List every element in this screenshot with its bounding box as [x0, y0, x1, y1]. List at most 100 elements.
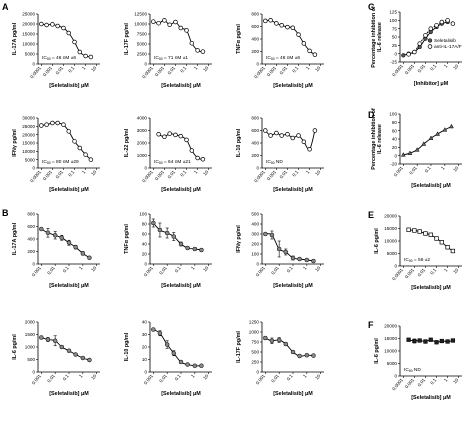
- chart-b1-series0-point: [39, 226, 44, 232]
- chart-b3-series0-point: [276, 246, 282, 252]
- chart-a6-xtick-label: 10: [314, 169, 321, 176]
- chart-a4-xtick-label: 0.001: [42, 169, 54, 181]
- chart-b1-xlabel: [Seletalisib] μM: [49, 283, 89, 289]
- chart-a1-ytick-label: 5000: [25, 52, 36, 57]
- chart-a6-ytick-label: 400: [251, 141, 259, 146]
- chart-b3-ytick-label: 200: [251, 242, 259, 247]
- chart-b2-ylabel: TNFα pg/ml: [124, 224, 130, 254]
- chart-b5-xtick-label: 0.1: [174, 373, 182, 381]
- chart-b5-xlabel: [Seletalisib] μM: [161, 391, 201, 397]
- chart-a5-series0-point: [184, 137, 189, 143]
- chart-b3-series0: [263, 230, 316, 264]
- chart-c-ytick-label: 50: [392, 35, 398, 40]
- chart-a1-series0-point: [88, 54, 94, 60]
- chart-a2-series0-point: [195, 48, 200, 53]
- chart-f-series0-point: [445, 339, 450, 344]
- chart-b4-ytick-label: 2000: [25, 320, 36, 325]
- chart-a6-ytick-label: 200: [251, 153, 259, 158]
- chart-b3-xtick-label: 0.1: [286, 265, 294, 273]
- chart-b4-ytick-label: 500: [27, 357, 35, 362]
- chart-b6-ytick-label: 1250: [249, 320, 260, 325]
- chart-f-xtick-label: 0.001: [404, 377, 416, 389]
- chart-b2-series0-point: [171, 234, 177, 239]
- chart-b4-ylabel: IL-6 pg/ml: [12, 334, 18, 360]
- chart-b4-series0-point: [59, 344, 65, 350]
- chart-a5-series0-point: [156, 132, 161, 137]
- chart-e-xtick-label: 0.0001: [391, 267, 404, 281]
- chart-b5-series0-point: [157, 331, 163, 336]
- chart-a3-ylabel: TNFα pg/ml: [236, 24, 242, 54]
- chart-c-ytick-label: 25: [392, 43, 398, 48]
- chart-e-series0-point: [428, 232, 433, 237]
- chart-a4-series0-point: [66, 129, 71, 134]
- chart-c-series1-point: [423, 33, 428, 38]
- chart-b1-ytick-label: 200: [27, 249, 35, 254]
- chart-a3-series0-point: [301, 41, 307, 46]
- chart-a3-ytick-label: 800: [251, 12, 259, 17]
- chart-b2-ytick-label: 20: [142, 252, 148, 257]
- chart-b2-series0-point: [199, 247, 204, 253]
- chart-f-xtick-label: 1: [443, 377, 449, 383]
- chart-b2-series0-line: [152, 222, 202, 251]
- chart-e-series0-point: [450, 248, 456, 254]
- chart-f-series0-point: [412, 338, 417, 344]
- chart-a2-ylabel: IL-17F pg/ml: [124, 23, 130, 55]
- panel-label-c: C: [368, 2, 375, 12]
- chart-c-series1-point: [417, 41, 422, 46]
- chart-a2-series0-point: [162, 18, 167, 23]
- chart-a3-series0-point: [290, 25, 295, 31]
- chart-b1-xtick-label: 0.01: [46, 265, 56, 275]
- chart-a4-xtick-label: 0.01: [55, 169, 65, 179]
- chart-f-series0-point: [450, 338, 455, 343]
- panel-label-f: F: [368, 320, 374, 330]
- chart-b6-ytick-label: 250: [251, 360, 259, 365]
- chart-b4-series0-point: [52, 338, 58, 343]
- chart-b1-ytick-label: 600: [27, 224, 35, 229]
- chart-b6: 0 250 500 750 1000 1250 0.001 0.01 0.1 1 10 [Seleta…: [236, 320, 324, 397]
- chart-a5-ytick-label: 2000: [137, 141, 148, 146]
- chart-d-ylabel: Percentage inhibition of: [371, 108, 377, 170]
- chart-b4-xtick-label: 0.001: [31, 373, 43, 385]
- chart-b6-series0-point: [276, 337, 282, 343]
- chart-a3-xtick-label: 0.01: [279, 65, 289, 75]
- chart-b5-xtick-label: 0.01: [158, 373, 168, 383]
- chart-a2-series0-point: [184, 28, 189, 33]
- chart-e-ytick-label: 20000: [384, 214, 397, 219]
- chart-a1-series0: [39, 21, 94, 60]
- chart-b5-series0-point: [185, 362, 190, 367]
- chart-a5-series0-point: [200, 157, 206, 162]
- chart-b3-xtick-label: 0.01: [270, 265, 280, 275]
- chart-b4: 0 500 1000 1500 2000 0.001 0.01 0.1 1 10 [Seletali…: [12, 320, 100, 397]
- chart-b5-series0-point: [171, 351, 177, 356]
- chart-b5-series0-point: [199, 363, 204, 368]
- chart-a1-ytick-label: 25000: [22, 12, 35, 17]
- chart-a4-series0-point: [83, 152, 88, 157]
- chart-b3-ytick-label: 300: [251, 232, 259, 237]
- chart-c-xtick-label: 1: [443, 63, 449, 69]
- chart-a1-series0-point: [66, 30, 71, 36]
- chart-d-xtick-label: 0.01: [408, 165, 418, 175]
- chart-a4-ytick-label: 5000: [25, 157, 36, 162]
- chart-a2-xtick-label: 0.0001: [141, 65, 154, 79]
- chart-b6-series0-point: [263, 335, 268, 341]
- chart-a1-ytick-label: 20000: [22, 22, 35, 27]
- chart-a6-series0-point: [296, 133, 301, 138]
- chart-a6-xtick-label: 1: [305, 169, 311, 175]
- chart-a1-ytick-label: 10000: [22, 42, 35, 47]
- chart-e-series0-point: [423, 231, 428, 236]
- chart-b4-series0-point: [39, 335, 44, 340]
- chart-b6-ylabel: IL-17F pg/ml: [236, 331, 242, 363]
- chart-c-ylabel-line2: IL-6 release: [377, 22, 383, 52]
- chart-a2-xtick-label: 10: [202, 65, 209, 72]
- panel-label-d: D: [368, 110, 375, 120]
- chart-b3-ytick-label: 400: [251, 222, 259, 227]
- chart-b5-ytick-label: 20: [142, 345, 148, 350]
- chart-e-ytick-label: 5000: [387, 251, 398, 256]
- chart-a5-xtick-label: 1: [193, 169, 199, 175]
- chart-a5-xtick-label: 10: [202, 169, 209, 176]
- chart-c-series1-point: [428, 26, 433, 31]
- chart-c-legend-marker-point: [427, 38, 433, 43]
- chart-b1-series0-point: [52, 233, 58, 238]
- chart-b4-series0-point: [87, 357, 92, 363]
